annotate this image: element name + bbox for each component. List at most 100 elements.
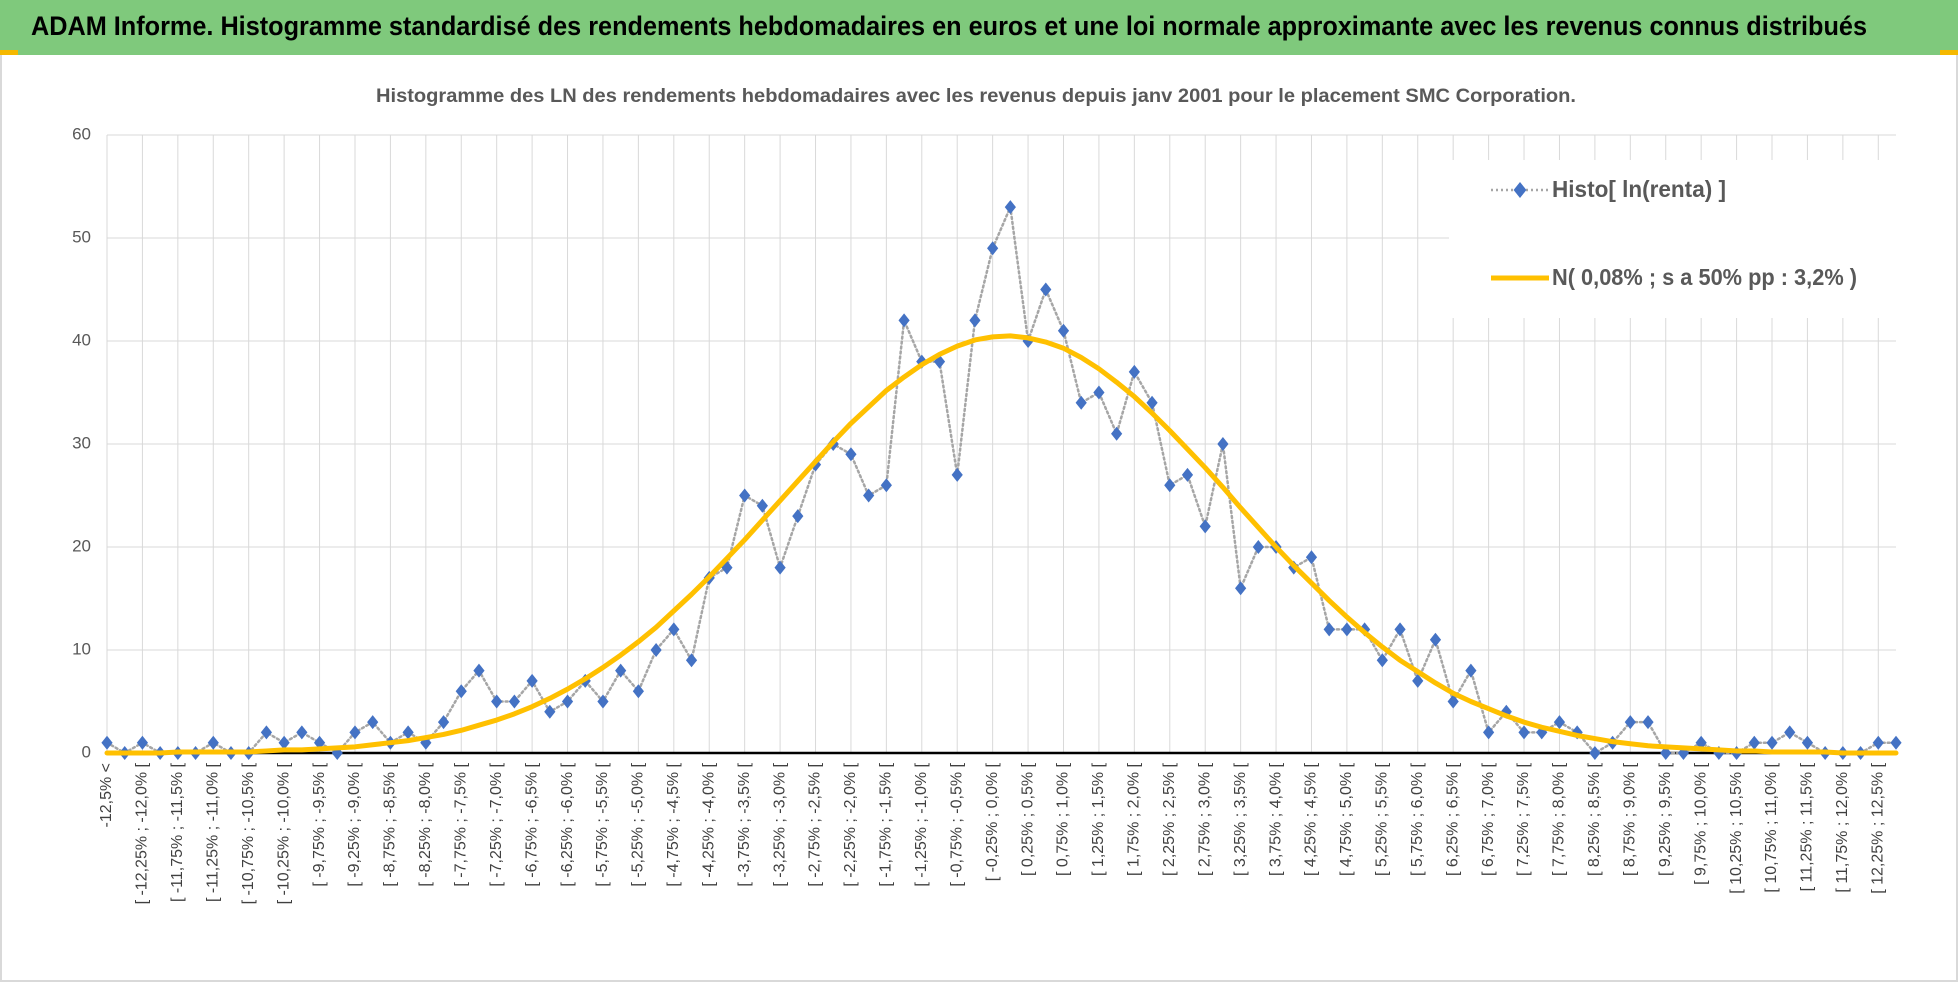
x-tick-label: [ 5,25% ; 5,5% [: [1374, 762, 1391, 876]
data-marker: [1323, 622, 1335, 637]
data-marker: [774, 560, 786, 575]
data-marker: [1784, 725, 1796, 740]
data-marker: [1677, 746, 1690, 760]
data-marker: [650, 643, 662, 657]
x-tick-label: [ -2,75% ; -2,5% [: [807, 762, 824, 886]
data-marker: [898, 313, 910, 328]
x-tick-label: [ 3,75% ; 4,0% [: [1267, 762, 1284, 876]
x-tick-label: [ -4,75% ; -4,5% [: [665, 762, 682, 886]
x-tick-label: [ 8,75% ; 9,0% [: [1622, 762, 1639, 876]
data-marker: [473, 663, 485, 678]
x-tick-label: [ 7,75% ; 8,0% [: [1551, 762, 1568, 876]
x-tick-label: [ 11,25% ; 11,5% [: [1799, 762, 1816, 891]
data-marker: [863, 488, 875, 503]
data-marker: [402, 725, 414, 740]
corner-accent: [1940, 50, 1958, 55]
x-tick-label: [ -10,25% ; -10,0% [: [275, 762, 292, 904]
x-tick-label: [ 2,25% ; 2,5% [: [1161, 762, 1178, 876]
data-marker: [1199, 519, 1211, 534]
y-tick-label: 40: [72, 330, 91, 349]
x-tick-label: [ -6,25% ; -6,0% [: [559, 762, 576, 886]
data-marker: [845, 447, 857, 462]
data-marker: [1057, 323, 1070, 338]
data-marker: [278, 735, 290, 750]
data-marker: [508, 694, 520, 709]
data-marker: [1553, 715, 1566, 730]
data-marker: [1447, 694, 1459, 709]
chart-title: Histogramme des LN des rendements hebdom…: [376, 86, 1576, 107]
data-marker: [1217, 437, 1229, 451]
data-marker: [1518, 725, 1530, 740]
data-marker: [951, 467, 963, 482]
y-tick-label: 30: [72, 433, 91, 452]
x-tick-label: [ -11,25% ; -11,0% [: [204, 762, 221, 902]
x-tick-label: [ -8,25% ; -8,0% [: [417, 762, 434, 886]
data-marker: [1465, 663, 1477, 678]
y-tick-label: 50: [72, 227, 91, 246]
x-tick-label: [ 9,75% ; 10,0% [: [1692, 762, 1709, 884]
data-marker: [1748, 735, 1760, 750]
header-title: ADAM Informe. Histogramme standardisé de…: [31, 11, 1867, 41]
x-tick-label: [ -9,75% ; -9,5% [: [311, 762, 328, 886]
data-marker: [1305, 550, 1318, 565]
x-tick-label: [ 5,75% ; 6,0% [: [1409, 762, 1426, 876]
x-tick-label: [ -9,25% ; -9,0% [: [346, 762, 363, 886]
data-marker: [207, 735, 219, 750]
data-marker: [1695, 735, 1707, 750]
x-tick-label: [ -8,75% ; -8,5% [: [382, 762, 399, 886]
series-line: [104, 333, 1899, 756]
data-marker: [1890, 735, 1902, 750]
data-marker: [1235, 581, 1247, 596]
x-tick-label: [ -6,75% ; -6,5% [: [523, 762, 540, 886]
y-tick-label: 0: [82, 742, 91, 761]
data-marker: [1341, 622, 1353, 637]
x-tick-label: [ -0,75% ; -0,5% [: [948, 762, 965, 886]
data-marker: [597, 694, 609, 709]
x-tick-label: [ -7,75% ; -7,5% [: [452, 762, 469, 886]
data-marker: [1394, 622, 1406, 637]
x-tick-label: [ -5,75% ; -5,5% [: [594, 762, 611, 886]
legend: Histo[ ln(renta) ] N( 0,08% ; s a 50% pp …: [1491, 176, 1857, 290]
x-tick-label: [ 4,75% ; 5,0% [: [1338, 762, 1355, 876]
data-marker: [1252, 540, 1264, 554]
data-marker: [1040, 282, 1052, 297]
data-marker: [1164, 478, 1176, 493]
data-marker: [561, 694, 574, 709]
data-marker: [987, 241, 999, 256]
data-marker: [880, 478, 892, 493]
x-tick-label: [ 0,75% ; 1,0% [: [1055, 762, 1072, 876]
data-marker: [313, 735, 326, 750]
data-marker: [1660, 746, 1672, 760]
x-tick-label: [ 11,75% ; 12,0% [: [1834, 762, 1851, 892]
data-marker: [1429, 632, 1442, 647]
x-tick-label: [ -1,25% ; -1,0% [: [913, 762, 930, 886]
x-tick-label: [ -4,25% ; -4,0% [: [700, 762, 717, 886]
data-marker: [685, 653, 698, 668]
data-marker: [1093, 385, 1105, 400]
data-marker: [1075, 395, 1087, 410]
data-marker: [437, 715, 450, 730]
data-marker: [792, 509, 804, 524]
x-tick-label: [ -3,75% ; -3,5% [: [736, 762, 753, 886]
data-marker: [491, 694, 503, 709]
x-tick-label: [ -5,25% ; -5,0% [: [630, 762, 647, 886]
data-marker: [1128, 364, 1140, 379]
data-marker: [668, 622, 680, 637]
data-marker: [526, 673, 538, 688]
x-tick-label: [ -2,25% ; -2,0% [: [842, 762, 859, 886]
corner-accent: [0, 50, 18, 55]
data-marker: [756, 498, 768, 513]
legend-label: Histo[ ln(renta) ]: [1552, 176, 1726, 202]
x-tick-label: [ 10,25% ; 10,5% [: [1728, 762, 1745, 893]
x-tick-label: [ 0,25% ; 0,5% [: [1019, 762, 1036, 876]
data-marker: [1146, 395, 1158, 410]
x-tick-label: [ -3,25% ; -3,0% [: [771, 762, 788, 886]
data-marker: [455, 684, 467, 699]
data-marker: [1483, 725, 1495, 740]
legend-box: [1449, 160, 1898, 318]
x-tick-label: -12,5% <: [98, 763, 115, 827]
x-tick-label: [ 1,25% ; 1,5% [: [1090, 762, 1107, 876]
data-marker: [1181, 467, 1194, 482]
data-marker: [615, 663, 627, 678]
